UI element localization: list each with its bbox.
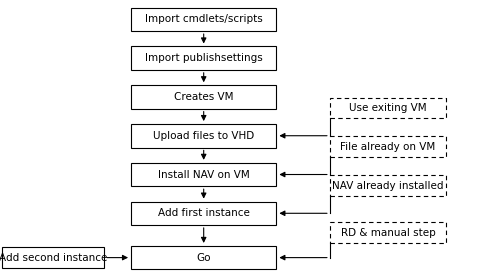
- Bar: [131, 124, 276, 147]
- Bar: [131, 46, 276, 70]
- Bar: [131, 246, 276, 269]
- Text: Add second instance: Add second instance: [0, 253, 107, 263]
- Bar: [131, 202, 276, 225]
- Bar: [131, 85, 276, 109]
- Text: RD & manual step: RD & manual step: [340, 228, 435, 238]
- Text: Install NAV on VM: Install NAV on VM: [157, 170, 249, 179]
- Bar: [329, 175, 445, 196]
- Bar: [329, 98, 445, 119]
- Bar: [329, 222, 445, 243]
- Text: Import cmdlets/scripts: Import cmdlets/scripts: [145, 14, 262, 24]
- Text: Use exiting VM: Use exiting VM: [348, 103, 426, 113]
- Bar: [131, 163, 276, 186]
- Text: Add first instance: Add first instance: [157, 208, 249, 218]
- Text: File already on VM: File already on VM: [340, 142, 435, 152]
- Text: NAV already installed: NAV already installed: [332, 181, 443, 191]
- Text: Import publishsettings: Import publishsettings: [145, 53, 262, 63]
- Bar: [131, 7, 276, 31]
- Text: Creates VM: Creates VM: [174, 92, 233, 102]
- Text: Go: Go: [196, 253, 211, 263]
- Bar: [2, 247, 104, 268]
- Text: Upload files to VHD: Upload files to VHD: [153, 131, 254, 141]
- Bar: [329, 137, 445, 157]
